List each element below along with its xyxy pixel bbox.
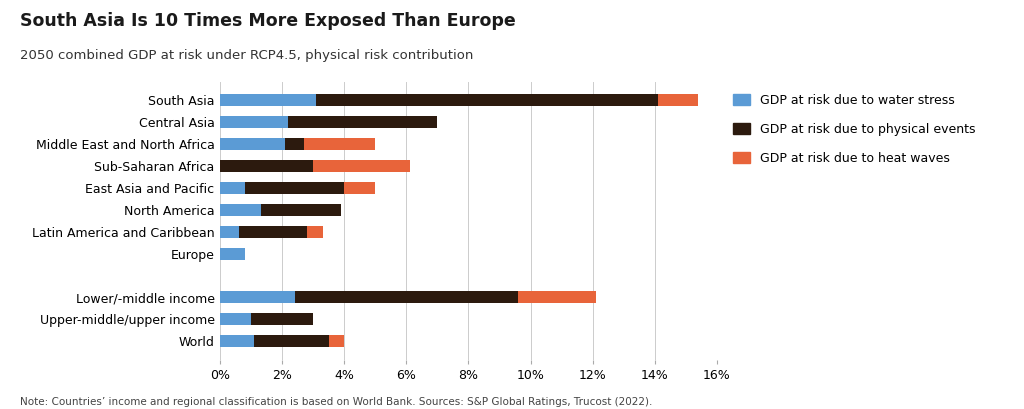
Bar xyxy=(344,182,376,194)
Bar xyxy=(220,138,286,150)
Legend: GDP at risk due to water stress, GDP at risk due to physical events, GDP at risk: GDP at risk due to water stress, GDP at … xyxy=(733,94,976,165)
Bar xyxy=(220,292,295,303)
Bar xyxy=(220,335,254,347)
Bar xyxy=(220,94,316,106)
Text: 2050 combined GDP at risk under RCP4.5, physical risk contribution: 2050 combined GDP at risk under RCP4.5, … xyxy=(20,49,474,62)
Bar xyxy=(307,226,323,238)
Bar xyxy=(304,138,376,150)
Text: South Asia Is 10 Times More Exposed Than Europe: South Asia Is 10 Times More Exposed Than… xyxy=(20,12,516,30)
Bar xyxy=(518,292,596,303)
Bar xyxy=(251,313,313,326)
Text: Note: Countries’ income and regional classification is based on World Bank. Sour: Note: Countries’ income and regional cla… xyxy=(20,397,653,407)
Bar xyxy=(220,226,239,238)
Bar xyxy=(245,182,344,194)
Bar xyxy=(657,94,698,106)
Bar xyxy=(313,160,410,172)
Bar xyxy=(295,292,518,303)
Bar xyxy=(254,335,329,347)
Bar xyxy=(260,204,341,216)
Bar xyxy=(289,116,437,128)
Bar xyxy=(220,204,260,216)
Bar xyxy=(316,94,657,106)
Bar xyxy=(220,182,245,194)
Bar xyxy=(220,248,245,260)
Bar xyxy=(220,116,289,128)
Bar xyxy=(329,335,344,347)
Bar xyxy=(286,138,304,150)
Bar xyxy=(239,226,307,238)
Bar xyxy=(220,313,251,326)
Bar xyxy=(220,160,313,172)
